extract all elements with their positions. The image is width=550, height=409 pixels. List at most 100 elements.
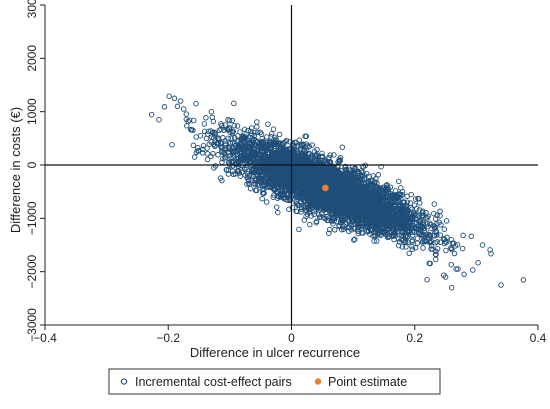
scatter-point — [292, 162, 298, 169]
scatter-point — [347, 204, 353, 210]
scatter-point — [250, 166, 257, 172]
scatter-point — [185, 118, 191, 125]
scatter-point — [219, 122, 225, 129]
scatter-point — [273, 204, 280, 210]
scatter-point — [390, 224, 396, 230]
scatter-point — [262, 143, 268, 150]
scatter-point — [448, 261, 455, 268]
scatter-point — [316, 211, 322, 218]
scatter-point — [353, 180, 359, 186]
scatter-point — [329, 198, 336, 204]
scatter-point — [262, 174, 269, 181]
scatter-point — [336, 185, 343, 191]
scatter-point — [314, 189, 321, 196]
scatter-point — [356, 216, 362, 223]
scatter-point — [387, 215, 393, 221]
scatter-point — [244, 145, 250, 152]
scatter-point — [488, 250, 494, 257]
scatter-point — [273, 141, 280, 148]
scatter-point — [347, 188, 353, 195]
scatter-point — [406, 213, 413, 220]
scatter-point — [436, 219, 442, 226]
scatter-point — [347, 198, 354, 204]
scatter-point — [289, 184, 296, 190]
scatter-point — [277, 154, 283, 161]
scatter-point — [317, 181, 323, 188]
scatter-point — [351, 237, 357, 243]
scatter-point — [339, 144, 346, 150]
scatter-point — [279, 175, 286, 182]
scatter-point — [307, 196, 313, 202]
scatter-point — [328, 174, 334, 181]
scatter-point — [326, 154, 332, 161]
scatter-point — [399, 228, 406, 235]
scatter-point — [274, 153, 281, 160]
scatter-point — [432, 256, 439, 263]
scatter-point — [448, 245, 454, 252]
scatter-point — [230, 128, 237, 135]
scatter-point — [315, 153, 321, 160]
scatter-point — [280, 150, 286, 157]
scatter-point — [215, 152, 221, 158]
scatter-point — [406, 250, 412, 257]
scatter-point — [449, 240, 456, 246]
scatter-point — [314, 162, 321, 169]
scatter-point — [442, 238, 449, 245]
scatter-point — [390, 194, 397, 201]
scatter-point — [417, 230, 423, 237]
scatter-point — [475, 259, 481, 266]
scatter-point — [279, 173, 286, 180]
scatter-point — [340, 226, 347, 232]
scatter-point — [283, 137, 290, 144]
scatter-point — [394, 198, 400, 205]
scatter-point — [372, 202, 378, 209]
scatter-point — [222, 154, 229, 161]
scatter-point — [246, 177, 252, 184]
scatter-point — [453, 266, 459, 272]
scatter-point — [305, 203, 312, 210]
scatter-point — [394, 215, 400, 221]
scatter-point — [402, 219, 408, 226]
scatter-point — [428, 246, 434, 252]
scatter-point — [306, 151, 313, 157]
scatter-point — [306, 143, 312, 150]
scatter-point — [351, 188, 357, 195]
scatter-point — [232, 171, 239, 177]
scatter-point — [409, 206, 415, 212]
scatter-point — [245, 176, 251, 182]
scatter-point — [276, 168, 282, 174]
scatter-point — [307, 160, 314, 167]
scatter-point — [285, 151, 292, 157]
scatter-point — [325, 198, 332, 205]
scatter-point — [273, 178, 280, 185]
scatter-point — [260, 163, 266, 169]
scatter-point — [356, 176, 363, 182]
scatter-point — [394, 229, 400, 235]
scatter-point — [329, 191, 336, 198]
scatter-point — [270, 177, 276, 183]
scatter-point — [295, 156, 302, 163]
scatter-point — [414, 219, 420, 226]
scatter-point — [357, 203, 363, 210]
scatter-point — [371, 238, 377, 244]
scatter-point — [375, 172, 382, 178]
scatter-point — [385, 234, 392, 240]
scatter-point — [352, 236, 358, 242]
scatter-point — [336, 176, 343, 183]
scatter-point — [244, 140, 250, 146]
scatter-point — [276, 131, 283, 138]
scatter-point — [427, 260, 433, 267]
scatter-point — [487, 247, 493, 253]
scatter-point — [423, 238, 429, 245]
scatter-point — [237, 140, 244, 146]
scatter-point — [247, 128, 254, 135]
scatter-point — [459, 245, 466, 252]
scatter-point — [341, 208, 348, 214]
scatter-point — [240, 154, 247, 161]
scatter-point — [166, 93, 172, 99]
scatter-point — [248, 125, 255, 131]
scatter-point — [279, 187, 286, 194]
scatter-point — [431, 201, 438, 207]
scatter-point — [148, 111, 155, 118]
